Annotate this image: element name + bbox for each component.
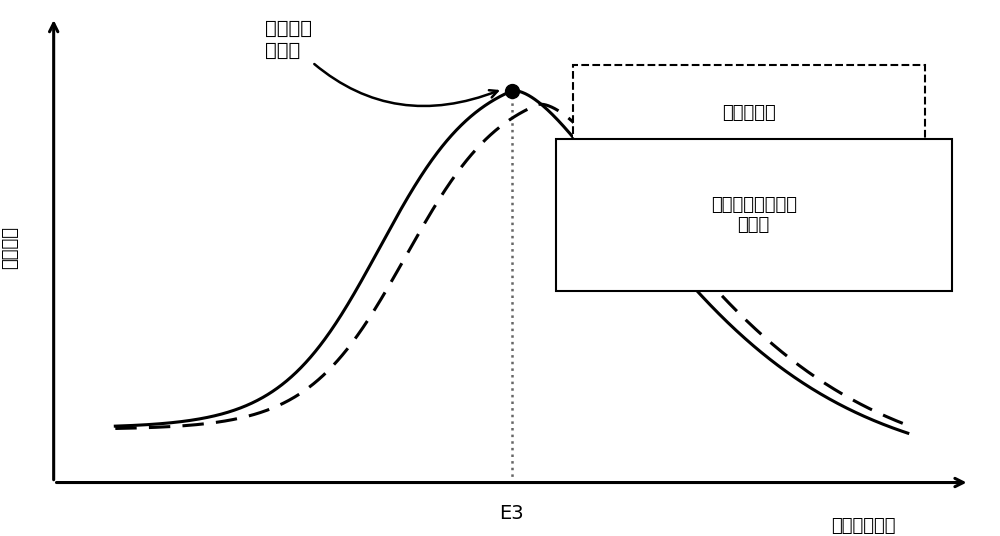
Text: 激光照射能量: 激光照射能量 bbox=[832, 517, 896, 535]
Text: 良好的着
色密度: 良好的着 色密度 bbox=[265, 18, 498, 106]
Text: 着色密度: 着色密度 bbox=[1, 226, 19, 269]
Bar bbox=[573, 65, 925, 161]
Text: 第二次记录和后续
次记录: 第二次记录和后续 次记录 bbox=[711, 196, 797, 234]
Bar bbox=[556, 139, 952, 291]
Text: 第一次记录: 第一次记录 bbox=[722, 104, 776, 122]
Text: E3: E3 bbox=[499, 504, 524, 523]
